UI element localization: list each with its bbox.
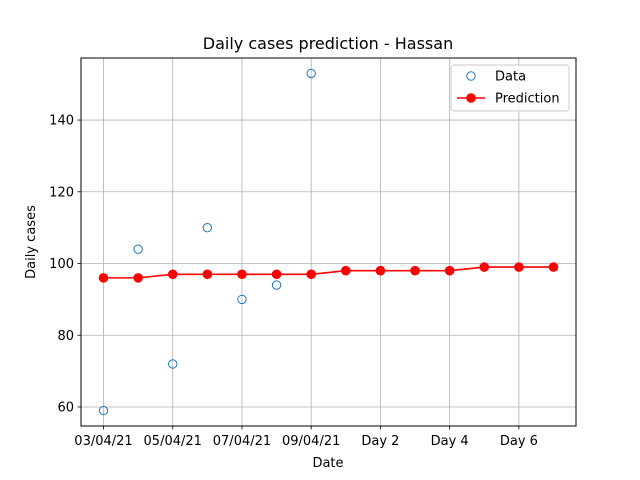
data-point (168, 359, 178, 369)
prediction-point (514, 262, 524, 272)
y-tick-label: 120 (49, 185, 74, 200)
y-axis: 60 80 100 120 140 (49, 114, 81, 415)
data-point (237, 294, 247, 305)
grid (81, 58, 576, 426)
legend-entry-data: Data (466, 70, 526, 85)
prediction-point (341, 265, 351, 276)
y-axis-label: Daily cases (24, 205, 39, 279)
x-axis-label: Date (312, 456, 343, 471)
chart-title: Daily cases prediction - Hassan (203, 34, 453, 53)
prediction-line (103, 266, 554, 279)
data-point (133, 244, 143, 254)
data-point (271, 280, 282, 290)
prediction-point (306, 269, 316, 280)
x-tick-label: 07/04/21 (213, 434, 271, 449)
y-tick-label: 100 (49, 257, 74, 272)
prediction-point (271, 269, 282, 280)
x-tick-label: 09/04/21 (282, 434, 340, 449)
plot-area (98, 68, 559, 416)
x-tick-label: Day 6 (500, 434, 538, 449)
x-tick-label: Day 4 (431, 434, 469, 449)
prediction-point (237, 269, 247, 280)
prediction-point (202, 269, 213, 280)
prediction-point (444, 265, 455, 276)
legend: Data Prediction (450, 64, 570, 112)
data-point (306, 68, 316, 79)
prediction-point (375, 265, 386, 276)
prediction-point (98, 273, 109, 283)
series-prediction (98, 262, 559, 283)
y-tick-label: 80 (57, 329, 74, 344)
x-tick-label: Day 2 (361, 434, 399, 449)
legend-label: Prediction (495, 92, 560, 107)
prediction-point (548, 262, 559, 272)
legend-entry-prediction: Prediction (457, 92, 560, 107)
x-tick-label: 05/04/21 (144, 434, 202, 449)
prediction-point (133, 273, 143, 283)
legend-marker (466, 71, 476, 81)
legend-label: Data (495, 70, 526, 85)
legend-box (450, 64, 570, 112)
plot-frame (80, 57, 577, 427)
prediction-point (410, 265, 420, 276)
x-tick-label: 03/04/21 (74, 434, 132, 449)
data-point (202, 222, 213, 233)
y-tick-label: 140 (49, 114, 74, 129)
series-data (98, 68, 316, 416)
x-axis: 03/04/21 05/04/21 07/04/21 09/04/21 Day 2 Day… (74, 426, 538, 449)
prediction-point (479, 262, 490, 272)
data-point (98, 405, 109, 416)
prediction-point (167, 269, 178, 280)
y-tick-label: 60 (57, 400, 74, 415)
legend-marker (466, 93, 476, 103)
